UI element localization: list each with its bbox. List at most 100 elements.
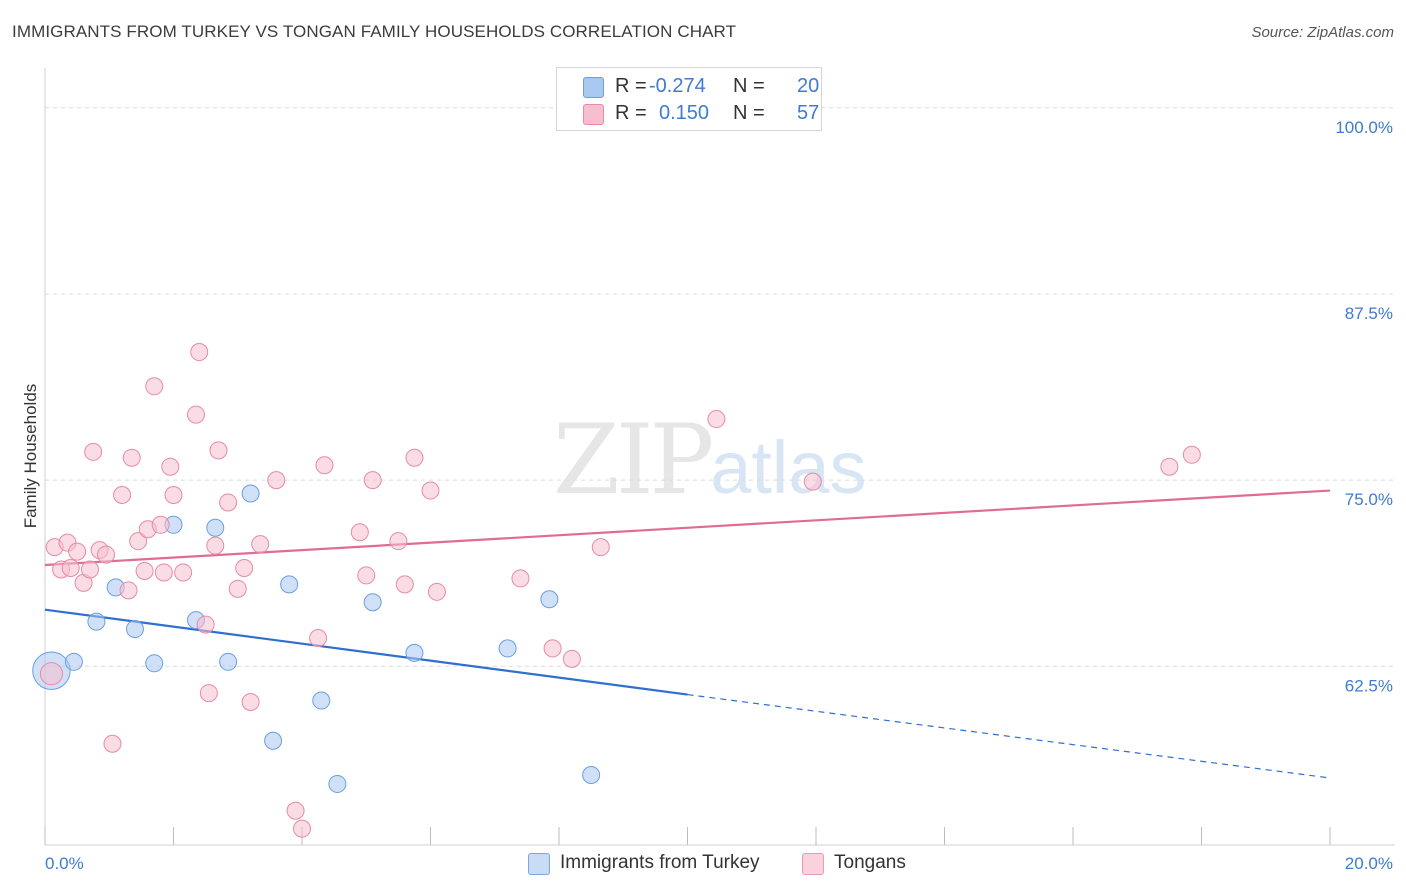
- tongans-point: [350, 523, 369, 542]
- series-swatch-turkey: [528, 853, 550, 875]
- tongans-point: [113, 486, 132, 505]
- legend-r-label: R =: [615, 102, 647, 124]
- series-label-turkey: Immigrants from Turkey: [560, 852, 760, 873]
- y-tick-label: 100.0%: [1335, 118, 1393, 137]
- tongans-point: [235, 558, 254, 577]
- tongans-point: [174, 563, 193, 582]
- turkey-point: [280, 575, 299, 594]
- tongans-point: [511, 569, 530, 588]
- y-tick-label: 75.0%: [1345, 490, 1393, 509]
- series-swatch-tongans: [802, 853, 824, 875]
- turkey-point: [64, 652, 83, 671]
- tongans-point: [251, 535, 270, 554]
- grid-lines: [45, 107, 1395, 667]
- legend-r-label: R =: [615, 75, 647, 97]
- tongans-point: [135, 561, 154, 580]
- turkey-point: [498, 639, 517, 658]
- tongans-point: [543, 639, 562, 658]
- tongans-point: [309, 628, 328, 647]
- series-legend: Immigrants from Turkey Tongans: [0, 852, 1406, 878]
- legend-swatch-tongans: [583, 104, 604, 125]
- correlation-legend: R = -0.274 N = 20 R = 0.150 N = 57: [556, 67, 822, 131]
- tongans-point: [389, 532, 408, 551]
- tongans-point: [209, 441, 228, 460]
- tongans-point: [84, 442, 103, 461]
- turkey-point: [145, 654, 164, 673]
- tongans-point: [61, 558, 80, 577]
- tongans-point: [119, 581, 138, 600]
- legend-r-value: -0.274: [649, 75, 706, 97]
- turkey-point: [125, 620, 144, 639]
- tongans-point: [405, 448, 424, 467]
- tongans-point: [363, 471, 382, 490]
- tongans-point: [228, 579, 247, 598]
- tongans-point: [151, 515, 170, 534]
- turkey-point: [312, 691, 331, 710]
- turkey-point: [206, 518, 225, 537]
- tongans-point: [357, 566, 376, 585]
- tongans-point: [241, 693, 260, 712]
- watermark: ZIPatlas: [553, 404, 867, 516]
- x-tick-label-min: 0.0%: [45, 854, 84, 873]
- y-tick-label: 62.5%: [1345, 676, 1393, 695]
- tongans-point: [103, 734, 122, 753]
- y-axis-title: Family Households: [21, 384, 40, 529]
- tongans-point: [286, 801, 305, 820]
- tongans-point: [186, 405, 205, 424]
- tongans-point: [421, 481, 440, 500]
- turkey-point: [328, 774, 347, 793]
- turkey-trend-line: [44, 608, 688, 696]
- tongans-point: [427, 582, 446, 601]
- tongans-point: [129, 532, 148, 551]
- trend-lines: [44, 489, 1331, 779]
- tongans-point: [1182, 445, 1201, 464]
- tongans-point: [293, 819, 311, 838]
- tongans-point: [267, 471, 286, 490]
- axes: [44, 68, 1395, 846]
- legend-n-label: N =: [733, 102, 765, 124]
- tongans-point: [196, 615, 215, 634]
- turkey-point: [540, 590, 559, 609]
- turkey-point: [241, 484, 260, 503]
- tongans-point: [97, 545, 116, 564]
- tongans-trend-line: [44, 489, 1331, 567]
- turkey-trend-line-extension: [687, 693, 1331, 779]
- data-points: [32, 343, 1201, 838]
- legend-n-value: 20: [797, 75, 820, 97]
- tongans-point: [154, 563, 173, 582]
- watermark-atlas: atlas: [710, 426, 867, 509]
- legend-swatch-turkey: [583, 77, 604, 98]
- tongans-point: [315, 456, 334, 475]
- turkey-point: [264, 731, 283, 750]
- chart-title: IMMIGRANTS FROM TURKEY VS TONGAN FAMILY …: [12, 22, 737, 41]
- tongans-point: [395, 575, 414, 594]
- tongans-point: [80, 560, 99, 579]
- tongans-point: [164, 486, 183, 505]
- y-tick-label: 87.5%: [1345, 304, 1393, 323]
- turkey-point: [405, 643, 424, 662]
- legend-n-value: 57: [797, 102, 820, 124]
- turkey-point: [363, 593, 382, 612]
- watermark-zip: ZIP: [553, 404, 714, 516]
- tongans-point: [145, 377, 164, 396]
- tongans-point: [199, 684, 218, 703]
- tick-labels: 100.0% 87.5% 75.0% 62.5% 0.0% 20.0%: [45, 118, 1393, 873]
- tongans-point: [591, 538, 610, 557]
- legend-n-label: N =: [733, 75, 765, 97]
- x-tick-label-max: 20.0%: [1345, 854, 1393, 873]
- tongans-point: [39, 662, 63, 686]
- tongans-point: [190, 343, 209, 362]
- tongans-point: [206, 536, 225, 555]
- tongans-point: [219, 493, 238, 512]
- tongans-point: [1160, 457, 1179, 476]
- source-credit: Source: ZipAtlas.com: [1251, 24, 1394, 41]
- turkey-point: [87, 612, 106, 631]
- tongans-point: [707, 410, 726, 429]
- legend-r-value: 0.150: [659, 102, 710, 124]
- series-label-tongans: Tongans: [834, 852, 906, 873]
- tongans-point: [803, 472, 822, 491]
- tongans-point: [161, 457, 180, 476]
- turkey-point: [219, 652, 238, 671]
- tongans-point: [562, 649, 581, 668]
